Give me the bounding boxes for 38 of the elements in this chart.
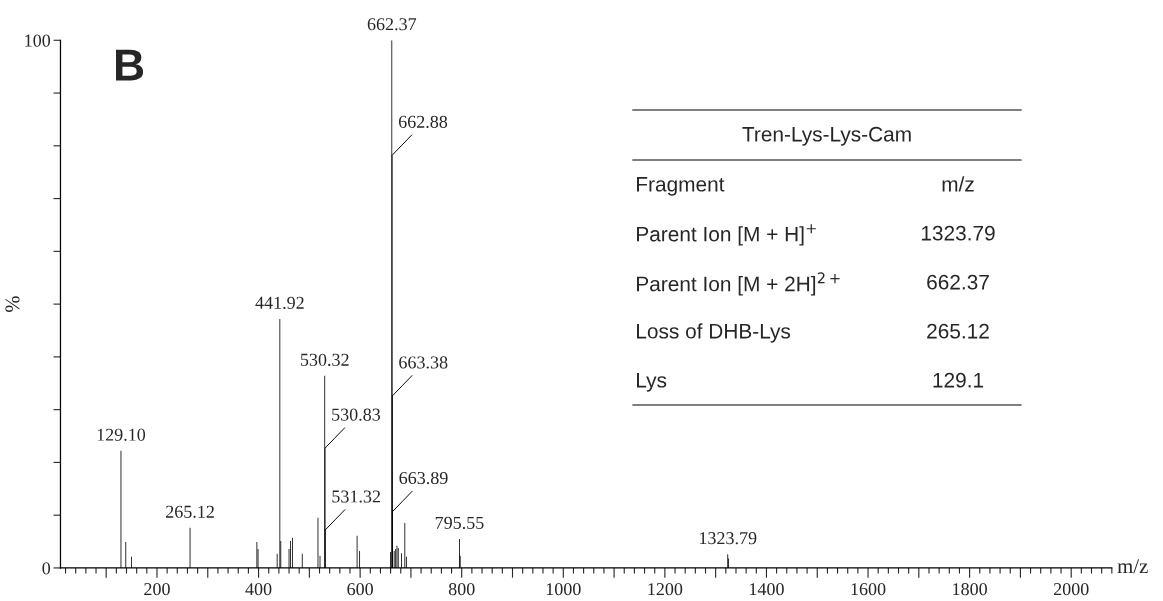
annotation: Lys xyxy=(637,373,667,392)
annotation: 129.1 xyxy=(933,372,984,388)
x-tick-label: 1400 xyxy=(749,583,784,596)
x-tick-label: 800 xyxy=(448,583,475,596)
chart-title: B xyxy=(116,49,144,81)
annotation: 1323.79 xyxy=(921,225,995,241)
annotation: Tren-Lys-Lys-Cam xyxy=(742,126,911,146)
x-tick-label: 400 xyxy=(245,583,272,596)
y-tick-label: 100 xyxy=(25,34,51,47)
annotation: 663.38 xyxy=(399,356,448,369)
annotation: Parent Ion [M + H]$^{+}$ xyxy=(637,224,816,246)
annotation: 662.37 xyxy=(927,274,989,290)
annotation: 1323.79 xyxy=(700,532,757,545)
annotation: 265.12 xyxy=(166,505,214,518)
y-tick-label: 0 xyxy=(42,562,51,575)
x-axis-title: m/z xyxy=(1117,559,1148,574)
annotation: Parent Ion [M + 2H]$^{2+}$ xyxy=(637,272,840,296)
x-tick-label: 200 xyxy=(144,583,170,596)
annotation: Fragment xyxy=(637,177,725,196)
annotation: 663.89 xyxy=(399,471,448,485)
annotation: 265.12 xyxy=(927,323,989,339)
x-tick-label: 1600 xyxy=(851,583,886,596)
annotation: 441.92 xyxy=(255,296,304,309)
y-axis-title: % xyxy=(5,296,20,313)
x-tick-label: 1200 xyxy=(648,583,683,596)
annotation: 129.10 xyxy=(97,428,146,441)
annotation: 530.83 xyxy=(332,408,381,421)
annotation: Loss of DHB-Lys xyxy=(637,323,791,343)
x-tick-label: 2000 xyxy=(1053,583,1089,596)
annotation: m/z xyxy=(942,176,974,192)
annotation: 530.32 xyxy=(300,353,349,366)
x-tick-label: 1000 xyxy=(546,583,581,596)
annotation: 531.32 xyxy=(332,490,381,503)
annotation: 662.37 xyxy=(367,18,417,31)
x-tick-label: 1800 xyxy=(953,583,987,596)
annotation: 795.55 xyxy=(435,516,484,529)
annotation: 662.88 xyxy=(398,115,448,128)
x-tick-label: 600 xyxy=(347,583,373,596)
